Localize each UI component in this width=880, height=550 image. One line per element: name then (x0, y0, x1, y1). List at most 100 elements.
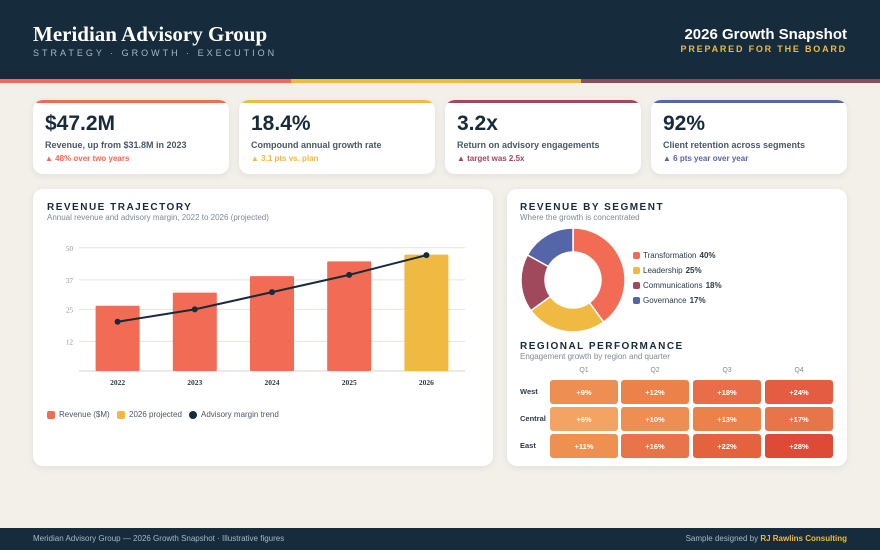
segment-name: Communications (643, 281, 703, 290)
kpi-card-cagr: 18.4% Compound annual growth rate ▲ 3.1 … (239, 100, 435, 174)
donut-slice-transformation (572, 227, 626, 324)
heatmap-row-label: East (520, 441, 536, 450)
bar-2024 (250, 276, 294, 371)
regional-card-title: REGIONAL PERFORMANCE (520, 341, 684, 352)
kpi-accent-bar (33, 100, 229, 103)
segment-regional-card: REVENUE BY SEGMENT Where the growth is c… (507, 189, 847, 466)
kpi-value: 18.4% (251, 112, 311, 135)
revenue-card-subtitle: Annual revenue and advisory margin, 2022… (47, 213, 269, 222)
heatmap-cell: +24% (765, 380, 833, 404)
kpi-delta: ▲ 48% over two years (45, 154, 130, 163)
margin-trend-point (191, 306, 198, 313)
segment-swatch (633, 282, 640, 289)
segment-legend-item: Transformation 40% (633, 251, 716, 260)
segment-legend-item: Communications 18% (633, 281, 722, 290)
segment-pct: 18% (705, 281, 722, 290)
revenue-chart: 12 25 37 50 2022 2023 2024 2025 2026 (66, 245, 465, 387)
kpi-label: Client retention across segments (663, 140, 806, 150)
segment-name: Leadership (643, 266, 683, 275)
bar-2022 (95, 305, 140, 371)
legend-swatch-margin (189, 410, 197, 419)
segment-swatch (633, 252, 640, 259)
segment-pct: 40% (699, 251, 716, 260)
segment-card-title: REVENUE BY SEGMENT (520, 202, 665, 213)
heatmap-cell: +11% (550, 434, 618, 458)
x-tick-label: 2022 (110, 378, 125, 387)
revenue-card-title: REVENUE TRAJECTORY (47, 202, 193, 213)
segment-donut-chart (520, 227, 626, 333)
y-tick-label: 50 (66, 245, 74, 253)
kpi-accent-bar (651, 100, 847, 103)
bar-2023 (172, 292, 217, 371)
heatmap-cell: +22% (693, 434, 761, 458)
kpi-card-return: 3.2x Return on advisory engagements ▲ ta… (445, 100, 641, 174)
heatmap-cell: +10% (621, 407, 689, 431)
heatmap-cell: +17% (765, 407, 833, 431)
segment-card-subtitle: Where the growth is concentrated (520, 213, 640, 222)
footer-credit-prefix: Sample designed by (685, 534, 759, 543)
heatmap-column-header: Q4 (794, 367, 804, 374)
heatmap-cell: +16% (621, 434, 689, 458)
footer: Meridian Advisory Group — 2026 Growth Sn… (0, 528, 880, 550)
kpi-label: Revenue, up from $31.8M in 2023 (45, 140, 187, 150)
heatmap-column-header: Q1 (579, 367, 589, 374)
segment-name: Governance (643, 296, 687, 305)
kpi-accent-bar (239, 100, 435, 103)
regional-card-subtitle: Engagement growth by region and quarter (520, 352, 670, 361)
heatmap-cell: +13% (693, 407, 761, 431)
donut-slice-governance (526, 227, 574, 268)
legend-swatch-revenue (47, 410, 55, 419)
footer-credit-brand: RJ Rawlins Consulting (760, 534, 847, 543)
accent-stripe-gold (291, 79, 581, 83)
accent-stripe-plum (581, 79, 880, 83)
segment-swatch (633, 297, 640, 304)
legend-margin-trend: Advisory margin trend (189, 410, 279, 419)
snapshot-subtitle: PREPARED FOR THE BOARD (680, 44, 847, 54)
heatmap-cell: +6% (550, 407, 618, 431)
y-tick-label: 25 (66, 306, 74, 314)
y-tick-label: 37 (66, 277, 74, 285)
margin-trend-point (114, 318, 121, 325)
legend-label-projected: 2026 projected (129, 410, 182, 419)
accent-stripe-coral (0, 79, 291, 83)
brand-subtitle: STRATEGY · GROWTH · EXECUTION (33, 48, 278, 58)
x-tick-label: 2026 (419, 378, 434, 387)
segment-legend-item: Governance 17% (633, 296, 706, 305)
kpi-card-revenue: $47.2M Revenue, up from $31.8M in 2023 ▲… (33, 100, 229, 174)
kpi-delta: ▲ target was 2.5x (457, 154, 525, 163)
heatmap-column-header: Q3 (722, 367, 732, 374)
heatmap-cell: +28% (765, 434, 833, 458)
legend-swatch-projected (117, 410, 125, 419)
x-tick-label: 2025 (342, 378, 357, 387)
brand-title: Meridian Advisory Group (33, 22, 268, 46)
footer-note: Meridian Advisory Group — 2026 Growth Sn… (33, 534, 285, 543)
margin-trend-point (346, 271, 353, 278)
footer-credit: Sample designed by RJ Rawlins Consulting (686, 534, 847, 543)
segment-legend-item: Leadership 25% (633, 266, 702, 275)
segment-pct: 25% (685, 266, 702, 275)
margin-trend-point (423, 252, 430, 259)
heatmap-cell: +9% (550, 380, 618, 404)
kpi-value: 92% (663, 112, 706, 135)
revenue-trajectory-card: REVENUE TRAJECTORY Annual revenue and ad… (33, 189, 493, 466)
kpi-value: $47.2M (45, 112, 116, 135)
legend-projected: 2026 projected (117, 410, 182, 419)
kpi-delta: ▲ 6 pts year over year (663, 154, 749, 163)
legend-label-revenue: Revenue ($M) (59, 410, 110, 419)
x-tick-label: 2023 (187, 378, 202, 387)
kpi-accent-bar (445, 100, 641, 103)
kpi-card-retention: 92% Client retention across segments ▲ 6… (651, 100, 847, 174)
x-tick-label: 2024 (265, 378, 280, 387)
header: Meridian Advisory Group STRATEGY · GROWT… (0, 0, 880, 79)
heatmap-row-label: West (520, 387, 538, 396)
snapshot-title: 2026 Growth Snapshot (684, 26, 847, 43)
margin-trend-point (269, 289, 275, 296)
legend-revenue: Revenue ($M) (47, 410, 110, 419)
heatmap-row-label: Central (520, 414, 546, 423)
segment-swatch (633, 267, 640, 274)
kpi-label: Return on advisory engagements (457, 140, 600, 150)
heatmap-cell: +18% (693, 380, 761, 404)
kpi-label: Compound annual growth rate (251, 140, 382, 150)
heatmap-cell: +12% (621, 380, 689, 404)
y-tick-label: 12 (66, 338, 74, 346)
